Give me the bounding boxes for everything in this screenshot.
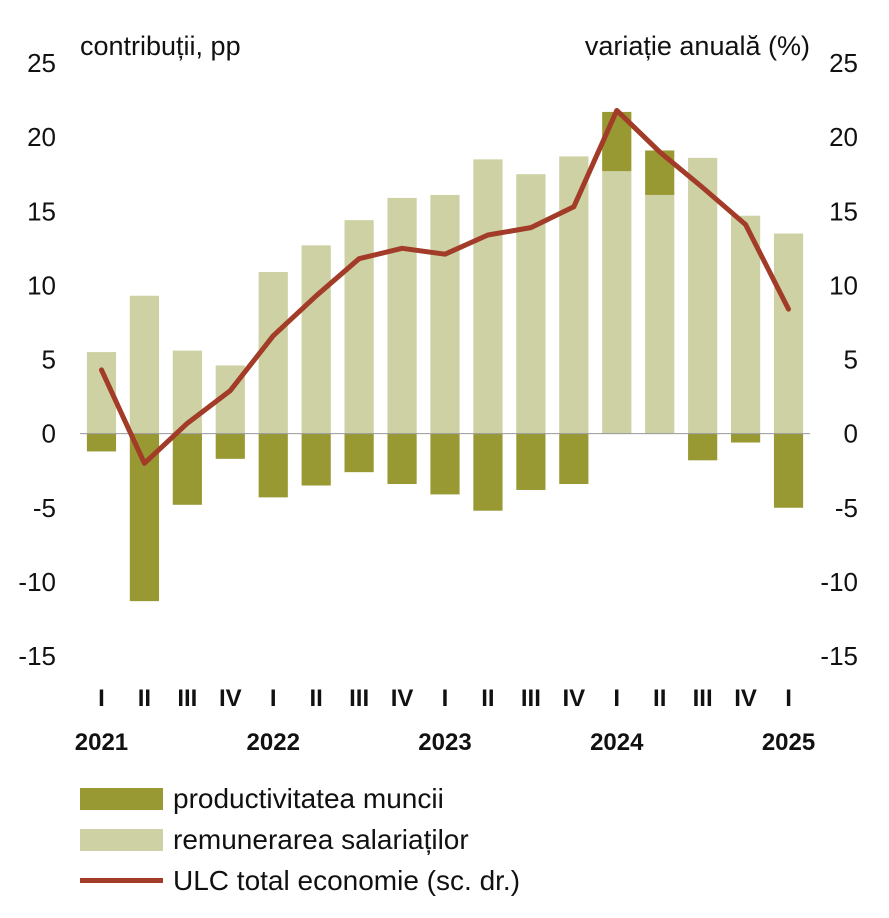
left-tick-label: 20 [27, 122, 56, 152]
legend: productivitatea muncii remunerarea salar… [80, 778, 520, 901]
category-label: III [177, 685, 197, 712]
bar-wages [773, 233, 804, 434]
left-axis-title: contribuții, pp [80, 31, 241, 61]
bar-wages [602, 171, 632, 434]
category-label: II [138, 685, 151, 712]
bar-wages [730, 215, 761, 434]
bar-productivity [688, 433, 718, 461]
right-tick-label: -10 [820, 567, 858, 597]
category-label: I [442, 685, 449, 712]
year-label: 2024 [590, 729, 644, 756]
bar-productivity [344, 433, 374, 473]
left-tick-label: 25 [27, 48, 56, 78]
left-tick-label: -10 [18, 567, 56, 597]
right-tick-label: -5 [835, 493, 858, 523]
legend-swatch-wages [80, 828, 163, 851]
left-tick-label: -5 [33, 493, 56, 523]
year-label: 2022 [247, 729, 300, 756]
legend-label-ulc: ULC total economie (sc. dr.) [173, 864, 521, 896]
bar-wages [387, 197, 417, 434]
legend-swatch-ulc [80, 878, 163, 883]
bar-productivity [215, 433, 245, 459]
bar-wages [473, 159, 503, 434]
category-label: IV [391, 685, 414, 712]
right-axis-title: variație anuală (%) [585, 31, 810, 61]
category-label: IV [562, 685, 585, 712]
left-tick-label: 10 [27, 270, 56, 300]
right-tick-label: 15 [829, 196, 858, 226]
bar-wages [344, 220, 374, 434]
left-tick-label: 15 [27, 196, 56, 226]
right-tick-label: 5 [844, 345, 858, 375]
bar-wages [430, 194, 460, 434]
legend-label-productivity: productivitatea muncii [173, 782, 444, 814]
year-label: 2025 [762, 729, 815, 756]
legend-label-wages: remunerarea salariaților [173, 823, 469, 855]
legend-item-ulc: ULC total economie (sc. dr.) [80, 860, 520, 901]
category-label: II [310, 685, 323, 712]
year-label: 2023 [418, 729, 471, 756]
bar-wages [516, 174, 546, 434]
left-tick-label: 0 [42, 419, 56, 449]
right-tick-label: 10 [829, 270, 858, 300]
bar-productivity [172, 433, 202, 505]
left-tick-label: 5 [42, 345, 56, 375]
legend-swatch-productivity [80, 787, 163, 810]
bar-productivity [430, 433, 460, 495]
bar-wages [301, 245, 331, 434]
bar-wages [688, 157, 718, 434]
category-label: I [613, 685, 620, 712]
category-label: I [270, 685, 277, 712]
bar-wages [129, 295, 160, 434]
bar-productivity [773, 433, 804, 508]
right-tick-label: 20 [829, 122, 858, 152]
chart: contribuții, pp variație anuală (%) 25 20 1… [18, 31, 858, 756]
bar-wages [559, 156, 589, 434]
category-label: I [785, 685, 792, 712]
right-tick-label: 25 [829, 48, 858, 78]
bar-productivity [559, 433, 589, 485]
category-label: II [653, 685, 666, 712]
bar-productivity [86, 433, 117, 452]
bar-productivity [301, 433, 331, 486]
right-tick-label: 0 [844, 419, 858, 449]
category-label: IV [734, 685, 757, 712]
bar-wages [645, 194, 675, 434]
legend-item-productivity: productivitatea muncii [80, 778, 520, 819]
category-label: III [521, 685, 541, 712]
left-tick-label: -15 [18, 641, 56, 671]
category-label: II [481, 685, 494, 712]
bar-wages [258, 272, 288, 434]
bar-productivity [387, 433, 417, 485]
category-label: III [349, 685, 369, 712]
bar-productivity [473, 433, 503, 511]
right-tick-label: -15 [820, 641, 858, 671]
ulc-line [99, 107, 791, 466]
bar-productivity [258, 433, 288, 498]
bar-productivity [730, 433, 761, 443]
legend-item-wages: remunerarea salariaților [80, 819, 520, 860]
category-label: IV [219, 685, 242, 712]
bar-productivity [516, 433, 546, 490]
year-label: 2021 [75, 729, 128, 756]
category-label: III [693, 685, 713, 712]
category-label: I [98, 685, 105, 712]
bar-wages [172, 350, 202, 434]
